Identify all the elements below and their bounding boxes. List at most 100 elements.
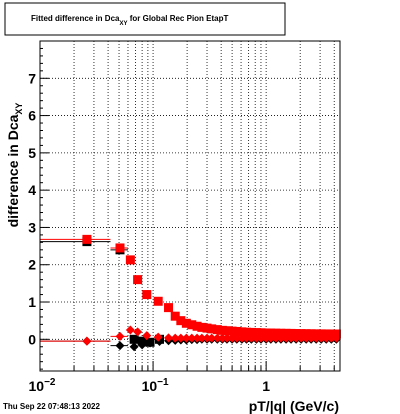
data-point xyxy=(241,333,251,343)
y-tick-label: 4 xyxy=(28,182,36,198)
data-point xyxy=(232,333,242,343)
data-point xyxy=(237,327,247,337)
y-tick-label: 2 xyxy=(28,257,36,273)
data-point xyxy=(276,328,286,338)
data-point xyxy=(296,333,306,343)
timestamp: Thu Sep 22 07:48:13 2022 xyxy=(3,402,100,411)
data-point xyxy=(125,255,135,265)
data-point xyxy=(115,331,125,341)
data-point xyxy=(286,328,296,338)
axes: 0 1 2 3 4 5 6 7 10−2 10−1 1 xyxy=(28,47,335,394)
data-point xyxy=(164,333,174,343)
data-point xyxy=(251,328,261,338)
data-point xyxy=(217,325,227,335)
y-tick-label: 0 xyxy=(28,331,36,347)
data-point xyxy=(251,333,261,343)
data-point xyxy=(271,333,281,343)
data-point xyxy=(311,333,321,343)
data-point xyxy=(246,333,256,343)
x-tick-label: 10−2 xyxy=(29,377,56,394)
data-point xyxy=(256,333,266,343)
data-point xyxy=(192,321,202,331)
data-point xyxy=(296,329,306,339)
data-point xyxy=(142,290,152,300)
data-point xyxy=(164,303,174,313)
data-point xyxy=(246,327,256,337)
bin-error-bars xyxy=(40,238,128,347)
data-point xyxy=(291,329,301,339)
data-point xyxy=(181,318,191,328)
data-point xyxy=(187,333,197,343)
data-point xyxy=(321,333,331,343)
data-point xyxy=(202,333,212,343)
data-point xyxy=(115,243,125,253)
y-tick-label: 1 xyxy=(28,294,36,310)
data-point xyxy=(207,333,217,343)
data-point xyxy=(281,328,291,338)
y-axis-label: difference in DcaXY xyxy=(5,103,24,228)
data-markers xyxy=(82,234,341,352)
data-point xyxy=(192,333,202,343)
data-point xyxy=(217,333,227,343)
data-point xyxy=(176,316,186,326)
title-box xyxy=(4,2,286,36)
data-point xyxy=(137,340,147,350)
plot-frame xyxy=(39,40,341,372)
data-point xyxy=(197,322,207,332)
x-tick-label: 1 xyxy=(262,378,270,394)
data-point xyxy=(256,328,266,338)
data-point xyxy=(261,328,271,338)
data-point xyxy=(212,325,222,335)
data-point xyxy=(261,333,271,343)
data-point xyxy=(241,327,251,337)
data-point xyxy=(227,326,237,336)
data-point xyxy=(286,333,296,343)
data-point xyxy=(153,332,163,342)
y-tick-label: 7 xyxy=(28,70,36,86)
data-point xyxy=(187,320,197,330)
y-tick-label: 5 xyxy=(28,145,36,161)
data-point xyxy=(222,333,232,343)
data-point xyxy=(227,333,237,343)
data-point xyxy=(266,328,276,338)
data-point xyxy=(197,333,207,343)
chart-title: Fitted difference in DcaXY for Global Re… xyxy=(31,14,228,27)
data-point xyxy=(291,333,301,343)
data-point xyxy=(133,275,143,285)
y-tick-label: 3 xyxy=(28,219,36,235)
grid xyxy=(39,41,340,371)
data-point xyxy=(202,323,212,333)
data-point xyxy=(207,324,217,334)
data-point xyxy=(170,333,180,343)
data-point xyxy=(276,333,286,343)
data-point xyxy=(306,333,316,343)
data-point xyxy=(326,333,336,343)
data-point xyxy=(176,333,186,343)
data-point xyxy=(129,342,139,352)
data-point xyxy=(133,327,143,337)
data-point xyxy=(129,334,139,344)
data-point xyxy=(301,333,311,343)
data-point xyxy=(222,326,232,336)
data-point xyxy=(115,341,125,351)
y-tick-label: 6 xyxy=(28,108,36,124)
x-tick-label: 10−1 xyxy=(142,377,169,394)
data-point xyxy=(145,338,155,348)
data-point xyxy=(82,234,92,244)
data-point xyxy=(125,325,135,335)
data-point xyxy=(271,328,281,338)
data-point xyxy=(170,311,180,321)
x-axis-label: pT/|q| (GeV/c) xyxy=(249,398,339,414)
data-point xyxy=(232,326,242,336)
data-point xyxy=(82,336,92,346)
data-point xyxy=(142,331,152,341)
data-point xyxy=(181,333,191,343)
data-point xyxy=(212,333,222,343)
data-point xyxy=(153,296,163,306)
data-point xyxy=(316,333,326,343)
data-point xyxy=(237,333,247,343)
data-point xyxy=(281,333,291,343)
data-point xyxy=(266,333,276,343)
data-point xyxy=(331,333,341,343)
